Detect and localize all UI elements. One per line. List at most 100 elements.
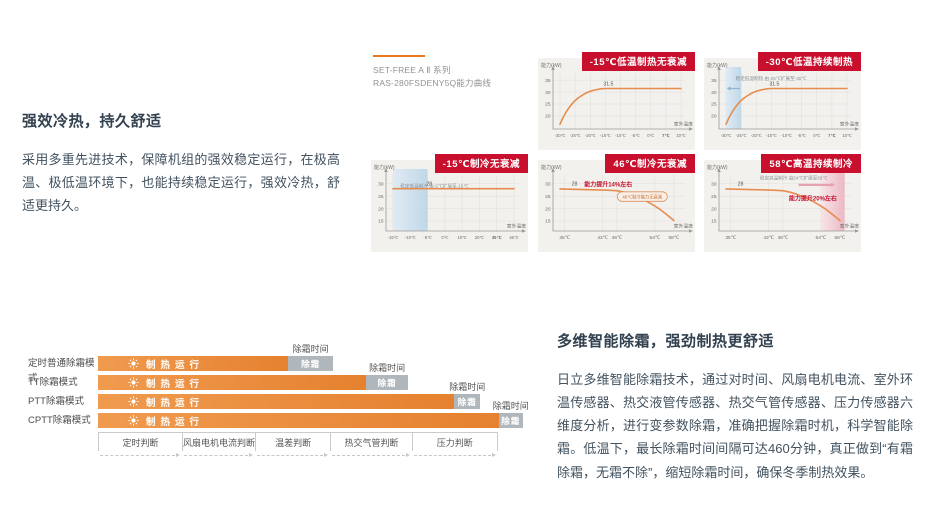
svg-text:46℃: 46℃: [612, 235, 623, 241]
judgment-segment: 热交气管判断: [330, 433, 412, 451]
heating-run-label: 制热运行: [146, 397, 205, 409]
segment-arrow: [182, 451, 255, 461]
svg-text:-10℃: -10℃: [781, 133, 792, 138]
svg-text:43℃: 43℃: [763, 235, 774, 241]
chart-badge: -15℃制冷无衰减: [434, 154, 528, 173]
svg-text:43℃: 43℃: [597, 235, 608, 241]
svg-text:25: 25: [711, 194, 717, 200]
svg-text:0℃: 0℃: [647, 133, 654, 138]
timeline-row: TT除霜模式 除霜时间 制热运行 除霜: [28, 363, 528, 390]
timeline-track: 除霜时间 制热运行 除霜: [98, 401, 529, 428]
sun-icon: [128, 415, 139, 426]
timeline-track: 除霜时间 制热运行 除霜: [98, 382, 522, 409]
svg-text:能力提升20%左右: 能力提升20%左右: [789, 194, 837, 202]
defrost-time-caption: 除霜时间: [449, 382, 486, 392]
svg-text:能力(kW): 能力(kW): [707, 62, 728, 69]
defrost-time-caption: 除霜时间: [292, 344, 329, 354]
svg-text:35℃: 35℃: [492, 235, 502, 240]
svg-text:30: 30: [545, 181, 551, 187]
segment-arrow: [255, 451, 330, 461]
svg-text:10℃: 10℃: [457, 235, 467, 240]
svg-text:35: 35: [545, 78, 551, 84]
defrost-mode-label: TT除霜模式: [28, 377, 78, 388]
svg-text:35℃: 35℃: [559, 235, 570, 241]
intro-title: 强效冷热，持久舒适: [22, 113, 162, 130]
svg-text:58℃: 58℃: [669, 235, 680, 241]
svg-text:20: 20: [378, 206, 384, 212]
series-name: SET-FREE A Ⅱ 系列: [373, 65, 451, 75]
segment-arrow: [98, 451, 182, 461]
svg-text:室外温度: 室外温度: [840, 223, 859, 230]
chart-badge: 58℃高温持续制冷: [761, 154, 861, 173]
chart-plot: 能力(kW) 室外温度 30 25 20 15 -15℃ -10℃ -5℃ 0℃ 10℃ 20℃ 35℃…: [371, 160, 528, 252]
svg-text:能力(kW): 能力(kW): [707, 164, 728, 171]
chart-badge: 46℃制冷无衰减: [605, 154, 695, 173]
svg-text:46℃: 46℃: [778, 235, 789, 241]
svg-text:室外温度: 室外温度: [507, 223, 526, 230]
capacity-chart-5: 能力(kW) 室外温度 30 25 20 15 35℃ 43℃ 46℃ 54℃ 58℃ 28 稳定高温制…: [704, 154, 861, 252]
svg-text:46℃制冷能力无衰减: 46℃制冷能力无衰减: [622, 194, 662, 201]
svg-text:-10℃: -10℃: [405, 235, 416, 240]
svg-text:20℃: 20℃: [475, 235, 485, 240]
segment-arrow: [412, 451, 498, 461]
intro-body: 采用多重先进技术，保障机组的强效稳定运行，在极高温、极低温环境下，也能持续稳定运…: [22, 152, 340, 214]
sun-icon: [128, 358, 139, 369]
svg-text:35℃: 35℃: [725, 235, 736, 241]
heating-run-bar: 制热运行: [98, 356, 288, 371]
timeline-axis: 定时判断 风扇电机电流判断 温差判断 热交气管判断 压力判断: [98, 432, 498, 461]
accent-rule: [373, 55, 425, 57]
judgment-segment: 定时判断: [98, 433, 182, 451]
svg-text:25: 25: [545, 194, 551, 200]
timeline-row: 定时普通除霜模式 除霜时间 制热运行 除霜: [28, 344, 528, 384]
svg-text:25: 25: [545, 102, 551, 108]
chart-plot: 能力(kW) 室外温度 35 30 25 20 -30℃ -25℃ -20℃ -15℃ -10℃ -5…: [538, 58, 695, 150]
heating-run-label: 制热运行: [146, 359, 205, 371]
defrost-bar: 除霜: [498, 413, 523, 428]
svg-text:-20℃: -20℃: [585, 133, 596, 138]
svg-text:30: 30: [711, 181, 717, 187]
svg-text:-25℃: -25℃: [736, 133, 747, 138]
svg-text:0℃: 0℃: [441, 235, 448, 240]
svg-text:10℃: 10℃: [676, 133, 686, 138]
segment-arrow: [330, 451, 412, 461]
defrost-mode-label: 定时普通除霜模式: [28, 358, 95, 384]
svg-text:31.5: 31.5: [769, 81, 779, 87]
svg-text:能力(kW): 能力(kW): [374, 164, 395, 171]
svg-text:-15℃: -15℃: [600, 133, 611, 138]
svg-text:能力(kW): 能力(kW): [541, 164, 562, 171]
svg-text:室外温度: 室外温度: [674, 121, 693, 128]
sun-icon: [128, 396, 139, 407]
svg-text:-20℃: -20℃: [751, 133, 762, 138]
defrost-bar: 除霜: [366, 375, 408, 390]
svg-text:-5℃: -5℃: [797, 133, 806, 138]
capacity-chart-3: 能力(kW) 室外温度 30 25 20 15 -15℃ -10℃ -5℃ 0℃ 10℃ 20℃ 35℃…: [371, 154, 528, 252]
timeline-row: CPTT除霜模式 除霜时间 制热运行 除霜: [28, 401, 529, 428]
svg-text:28: 28: [426, 182, 432, 188]
chart-badge: -30℃低温持续制热: [757, 52, 861, 71]
svg-text:20: 20: [545, 206, 551, 212]
defrost-time-caption: 除霜时间: [492, 401, 529, 411]
svg-text:25: 25: [378, 194, 384, 200]
svg-text:0℃: 0℃: [813, 133, 820, 138]
svg-text:7℃: 7℃: [662, 133, 669, 138]
timeline-row: PTT除霜模式 除霜时间 制热运行 除霜: [28, 382, 528, 409]
series-label: SET-FREE A Ⅱ 系列 RAS-280FSDENY5Q能力曲线: [373, 55, 491, 90]
defrost-body: 日立多维智能除霜技术，通过对时间、风扇电机电流、室外环温传感器、热交液管传感器、…: [557, 372, 913, 480]
intro-section: 强效冷热，持久舒适 采用多重先进技术，保障机组的强效稳定运行，在极高温、极低温环…: [22, 110, 340, 217]
svg-text:25: 25: [711, 102, 717, 108]
timeline-track: 除霜时间 制热运行 除霜: [98, 363, 522, 390]
svg-text:15: 15: [545, 219, 551, 225]
heating-run-bar: 制热运行: [98, 394, 455, 409]
defrost-timeline-diagram: 定时普通除霜模式 除霜时间 制热运行 除霜 TT除霜模式 除霜时间 制热运行 除霜 PTT除…: [28, 344, 529, 461]
svg-text:31.5: 31.5: [603, 81, 613, 87]
judgment-segment: 风扇电机电流判断: [181, 433, 255, 451]
heating-run-label: 制热运行: [146, 416, 205, 428]
heating-run-label: 制热运行: [146, 378, 205, 390]
svg-text:30: 30: [378, 181, 384, 187]
svg-text:15: 15: [378, 219, 384, 225]
svg-text:-30℃: -30℃: [555, 133, 566, 138]
svg-text:35: 35: [711, 78, 717, 84]
svg-text:稳定高温制冷 由54℃扩展至58℃: 稳定高温制冷 由54℃扩展至58℃: [760, 174, 828, 181]
heating-run-bar: 制热运行: [98, 413, 499, 428]
svg-text:稳定低温制冷 由-5℃扩展至-15℃: 稳定低温制冷 由-5℃扩展至-15℃: [400, 183, 468, 190]
